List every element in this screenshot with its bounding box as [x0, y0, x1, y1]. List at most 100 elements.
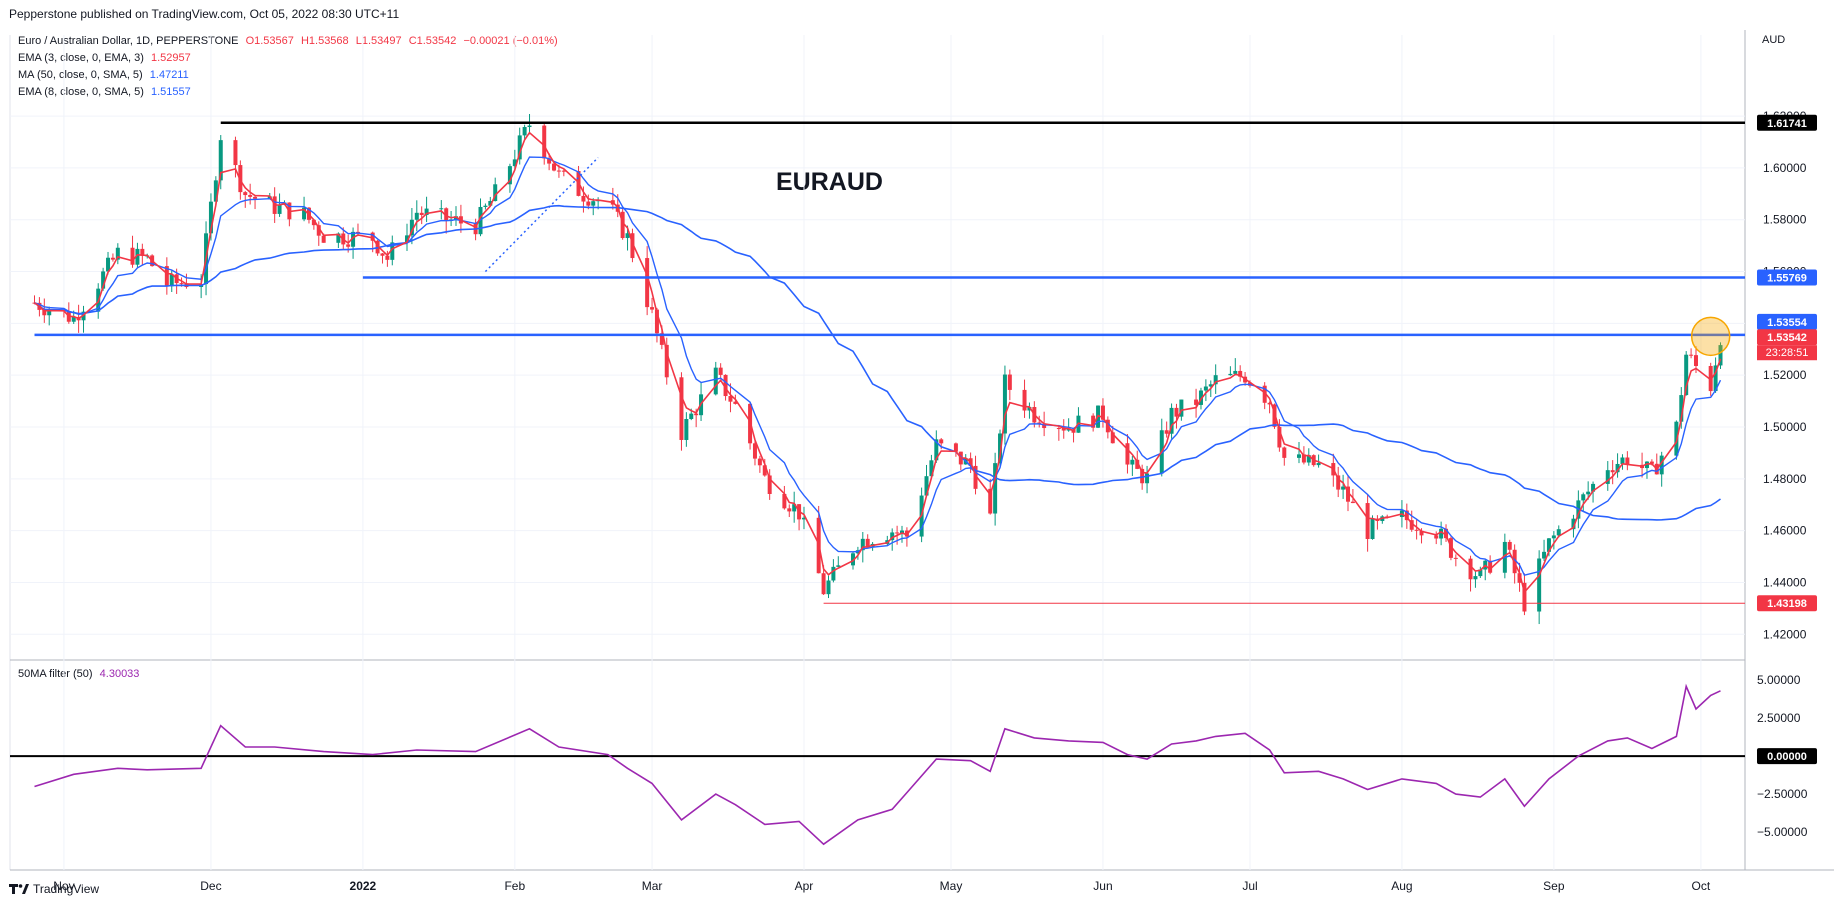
candle-body: [645, 258, 650, 308]
candle-body: [409, 219, 414, 236]
candle-body: [253, 196, 258, 199]
candle-body: [1228, 373, 1233, 376]
candle-body: [1478, 569, 1483, 577]
candle-body: [1007, 374, 1012, 390]
candle-body: [1091, 415, 1096, 428]
candle-body: [1581, 494, 1586, 501]
symbol-name: Euro / Australian Dollar, 1D, PEPPERSTON…: [18, 35, 239, 47]
candle-body: [1306, 455, 1311, 463]
candle-body: [316, 225, 321, 236]
candle-body: [900, 530, 905, 534]
candle-body: [444, 208, 449, 221]
candle-body: [1145, 473, 1150, 484]
candle-body: [1267, 402, 1272, 405]
candle-body: [1179, 399, 1184, 417]
candle-body: [630, 233, 635, 259]
candle-body: [1517, 573, 1522, 583]
countdown-label: 23:28:51: [1766, 347, 1809, 359]
candle-body: [179, 283, 184, 285]
candle-body: [713, 367, 718, 395]
candle-body: [522, 127, 527, 136]
time-tick-label: Oct: [1692, 879, 1711, 893]
tradingview-logo-icon: [9, 884, 29, 894]
candle-body: [1213, 375, 1218, 385]
ma50-line: [34, 204, 1721, 521]
candle-body: [787, 508, 792, 512]
candle-body: [1238, 370, 1243, 377]
level-price-tag: 1.55769: [1767, 273, 1807, 285]
time-tick-label: Dec: [200, 879, 221, 893]
candle-body: [1061, 428, 1066, 431]
candle-body: [1556, 529, 1561, 536]
level-price-tag-bg: [1757, 114, 1817, 131]
oscillator-zero-tag: 0.00000: [1767, 751, 1807, 763]
candle-body: [1140, 468, 1145, 484]
candle-body: [1586, 491, 1591, 495]
candle-body: [1615, 463, 1620, 473]
oscillator-tick-label: −5.00000: [1757, 825, 1808, 839]
ema8-line: [34, 156, 1722, 577]
candle-body: [1605, 470, 1610, 484]
last-price-tag-bg: [1757, 329, 1817, 346]
time-tick-label: Feb: [504, 879, 525, 893]
candle-body: [1591, 483, 1596, 492]
candle-body: [1409, 520, 1414, 530]
candle-body: [586, 201, 591, 206]
candle-body: [654, 309, 659, 334]
candle-body: [101, 271, 106, 289]
candle-body: [1620, 457, 1625, 464]
candle-body: [1277, 426, 1282, 448]
candle-body: [1130, 459, 1135, 465]
candle-body: [767, 475, 772, 494]
candle-body: [1522, 582, 1527, 612]
candle-body: [243, 192, 248, 196]
legend-ema3-label: EMA (3, close, 0, EMA, 3): [18, 52, 144, 64]
time-tick-label: Jul: [1242, 879, 1257, 893]
candle-body: [552, 163, 557, 171]
price-tick-label: 1.58000: [1763, 213, 1807, 227]
candle-body: [929, 460, 934, 477]
candle-body: [934, 439, 939, 461]
candle-body: [1468, 558, 1473, 580]
candle-body: [1056, 428, 1061, 430]
candle-body: [439, 208, 444, 210]
candle-body: [836, 565, 841, 567]
candle-body: [483, 205, 488, 207]
candle-body: [1370, 518, 1375, 540]
candle-body: [493, 184, 498, 202]
candle-body: [659, 333, 664, 345]
level-price-tag-bg: [1757, 269, 1817, 286]
ohlc-low: L1.53497: [355, 35, 402, 47]
candle-body: [321, 235, 326, 243]
time-tick-label: 2022: [350, 879, 377, 893]
candle-body: [351, 231, 356, 247]
candle-body: [1066, 429, 1071, 431]
candlestick-series: [32, 113, 1723, 625]
candle-body: [355, 231, 360, 233]
candle-body: [679, 377, 684, 440]
candle-body: [140, 248, 145, 256]
candle-body: [998, 433, 1003, 464]
time-tick-label: Sep: [1543, 879, 1565, 893]
dotted-trendline: [484, 157, 599, 273]
candle-body: [390, 242, 395, 260]
candle-body: [135, 248, 140, 265]
candle-body: [591, 201, 596, 206]
oscillator-tick-label: −2.50000: [1757, 787, 1808, 801]
candle-body: [826, 580, 831, 595]
oscillator-zero-tag-bg: [1757, 748, 1817, 765]
candle-body: [1571, 518, 1576, 530]
candle-body: [1194, 399, 1199, 405]
candle-body: [1169, 407, 1174, 434]
candle-body: [302, 207, 307, 220]
candle-body: [110, 257, 115, 260]
candle-body: [507, 166, 512, 185]
legend-ema8-value: 1.51557: [151, 86, 191, 98]
candle-body: [1125, 443, 1130, 465]
time-tick-label: Aug: [1391, 879, 1412, 893]
price-tick-label: 1.46000: [1763, 524, 1807, 538]
candle-body: [1610, 470, 1615, 473]
candle-body: [1110, 432, 1115, 444]
candle-body: [890, 532, 895, 541]
